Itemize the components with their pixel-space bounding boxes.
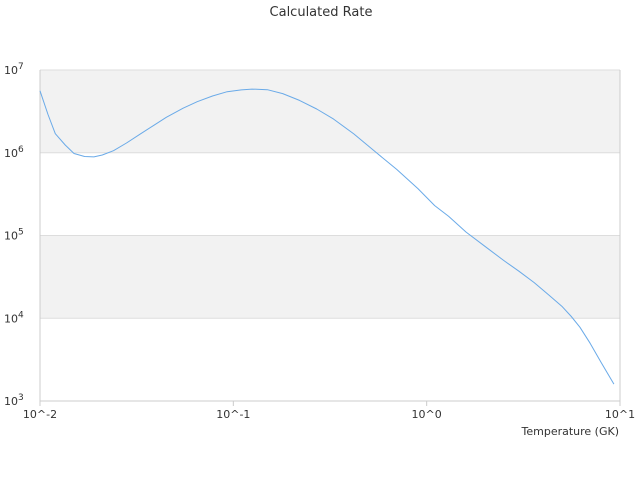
x-tick-labels: 10^-2 10^-1 10^0 10^1: [23, 408, 635, 421]
x-tick-label: 10^-2: [23, 408, 57, 421]
series-line: [39, 88, 615, 385]
background-band: [40, 235, 620, 319]
y-tick-labels: 103 104 105 106 107: [4, 62, 24, 408]
y-tick-label: 107: [4, 62, 24, 77]
axes: [39, 70, 621, 406]
series-layer: [39, 88, 615, 385]
x-tick-label: 10^0: [412, 408, 442, 421]
x-axis-label: Temperature (GK): [521, 425, 620, 438]
background-bands: [40, 70, 620, 319]
y-tick-label: 103: [4, 393, 24, 408]
y-tick-label: 104: [4, 310, 24, 325]
x-tick-label: 10^1: [605, 408, 635, 421]
y-tick-label: 105: [4, 228, 24, 243]
chart-title: Calculated Rate: [270, 5, 373, 20]
y-tick-label: 106: [4, 145, 24, 160]
background-band: [40, 70, 620, 153]
x-tick-label: 10^-1: [216, 408, 250, 421]
